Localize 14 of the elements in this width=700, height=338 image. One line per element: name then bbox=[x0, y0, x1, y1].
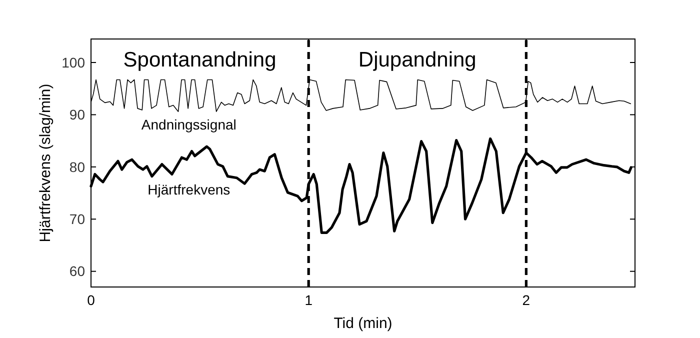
annotation: Spontanandning bbox=[123, 48, 276, 72]
y-tick-label: 80 bbox=[69, 158, 86, 175]
y-tick-label: 90 bbox=[69, 106, 86, 123]
y-tick-label: 70 bbox=[69, 211, 86, 228]
series-label: Hjärtfrekvens bbox=[148, 181, 230, 198]
x-axis-title: Tid (min) bbox=[334, 315, 392, 332]
x-tick-label: 0 bbox=[87, 292, 96, 308]
y-tick-label: 100 bbox=[62, 54, 86, 70]
annotation: Djupandning bbox=[358, 48, 476, 72]
y-tick-label: 60 bbox=[69, 263, 86, 280]
x-tick-label: 1 bbox=[304, 292, 313, 308]
series-label: Andningssignal bbox=[141, 116, 236, 133]
x-tick-label: 2 bbox=[522, 292, 530, 308]
y-axis-title: Hjärtfrekvens (slag/min) bbox=[37, 84, 54, 242]
